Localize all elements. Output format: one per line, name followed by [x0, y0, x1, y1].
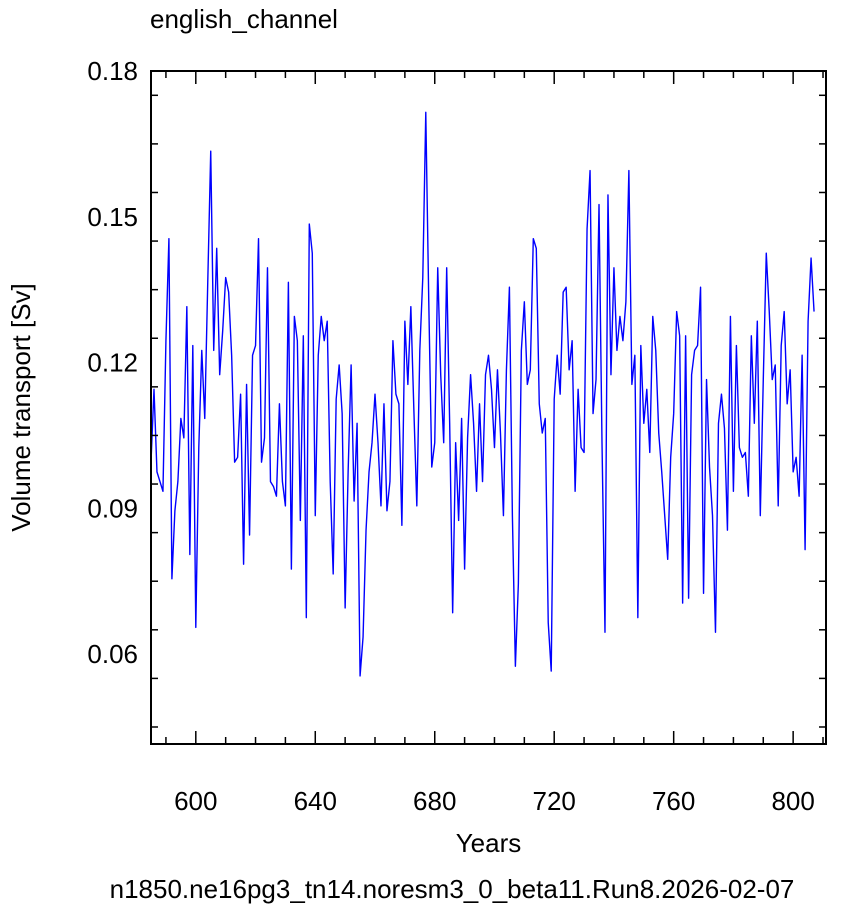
plot-area	[150, 111, 815, 677]
x-tick-label: 760	[652, 786, 695, 816]
chart-title: english_channel	[150, 4, 338, 34]
y-tick-label: 0.12	[87, 348, 138, 378]
series-line-1	[150, 111, 815, 677]
x-tick-label: 680	[413, 786, 456, 816]
x-tick-label: 600	[174, 786, 217, 816]
x-axis-tick-labels: 600 640 680 720 760 800	[174, 786, 815, 816]
x-tick-label: 640	[294, 786, 337, 816]
x-tick-label: 800	[771, 786, 814, 816]
y-axis-tick-labels: 0.06 0.09 0.12 0.15 0.18	[87, 56, 138, 669]
y-tick-label: 0.09	[87, 493, 138, 523]
y-tick-label: 0.15	[87, 202, 138, 232]
y-tick-label: 0.06	[87, 639, 138, 669]
y-tick-label: 0.18	[87, 56, 138, 86]
axis-ticks	[151, 71, 826, 744]
run-id-footer: n1850.ne16pg3_tn14.noresm3_0_beta11.Run8…	[110, 874, 795, 904]
plot-frame	[150, 70, 827, 745]
y-axis-label: Volume transport [Sv]	[6, 283, 36, 532]
x-tick-label: 720	[533, 786, 576, 816]
x-axis-label: Years	[456, 828, 522, 858]
